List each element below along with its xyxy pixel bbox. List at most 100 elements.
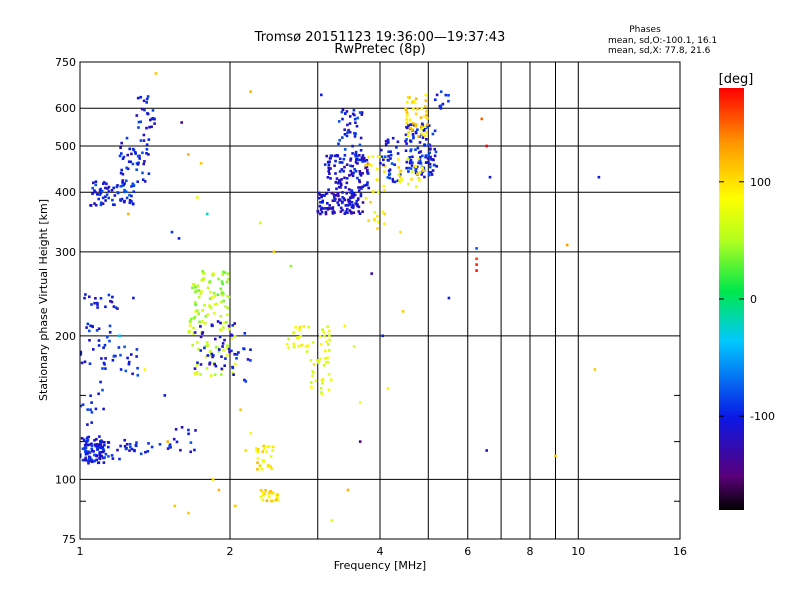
data-point bbox=[326, 208, 330, 211]
data-point bbox=[341, 208, 344, 212]
data-point bbox=[88, 451, 92, 454]
data-point bbox=[145, 152, 148, 155]
data-point bbox=[138, 157, 141, 160]
data-point bbox=[447, 99, 450, 103]
data-point bbox=[341, 191, 344, 194]
data-point bbox=[365, 163, 368, 167]
data-point bbox=[593, 368, 597, 371]
data-point bbox=[118, 154, 122, 158]
data-point bbox=[429, 158, 432, 161]
data-point bbox=[350, 192, 354, 196]
data-point bbox=[338, 161, 342, 164]
data-point bbox=[223, 321, 227, 324]
data-point bbox=[267, 495, 271, 499]
data-point bbox=[94, 190, 97, 194]
data-point bbox=[90, 303, 93, 306]
data-point bbox=[427, 160, 430, 164]
data-point bbox=[131, 202, 135, 205]
data-point bbox=[321, 381, 324, 385]
data-point bbox=[325, 154, 328, 158]
data-point bbox=[339, 182, 343, 185]
data-point bbox=[90, 444, 94, 448]
data-point bbox=[239, 408, 242, 411]
data-point bbox=[101, 202, 105, 205]
data-point bbox=[418, 141, 422, 144]
data-point bbox=[131, 162, 135, 166]
data-point bbox=[326, 361, 330, 364]
data-point bbox=[429, 155, 432, 159]
data-point bbox=[391, 180, 395, 183]
data-point bbox=[104, 452, 108, 456]
data-point bbox=[431, 132, 435, 136]
data-point bbox=[361, 154, 365, 157]
data-point bbox=[344, 112, 347, 115]
data-point bbox=[145, 143, 149, 146]
data-point bbox=[113, 194, 117, 197]
data-point bbox=[218, 328, 222, 332]
data-point bbox=[203, 272, 206, 275]
data-point bbox=[99, 446, 103, 450]
data-point bbox=[193, 367, 197, 370]
data-point bbox=[202, 278, 205, 282]
data-point bbox=[398, 175, 402, 179]
data-point bbox=[337, 179, 341, 182]
data-point bbox=[194, 303, 197, 307]
data-point bbox=[347, 188, 351, 191]
data-point bbox=[99, 203, 103, 207]
data-point bbox=[120, 152, 123, 155]
data-point bbox=[204, 355, 208, 359]
data-point bbox=[110, 454, 114, 457]
data-point bbox=[298, 328, 301, 331]
data-point bbox=[406, 114, 409, 117]
data-point bbox=[414, 97, 418, 101]
data-point bbox=[356, 162, 359, 165]
data-point bbox=[329, 156, 332, 160]
data-point bbox=[359, 136, 363, 140]
data-point bbox=[225, 280, 229, 284]
data-point bbox=[331, 212, 335, 215]
data-point bbox=[407, 124, 410, 127]
data-point bbox=[322, 364, 326, 367]
data-point bbox=[365, 165, 369, 169]
data-point bbox=[404, 107, 407, 111]
data-point bbox=[199, 335, 203, 339]
data-point bbox=[413, 101, 417, 104]
data-point bbox=[121, 179, 125, 182]
data-point bbox=[428, 151, 431, 154]
data-point bbox=[192, 326, 195, 330]
data-point bbox=[334, 194, 338, 197]
data-point bbox=[377, 190, 380, 194]
data-point bbox=[426, 157, 430, 160]
data-point bbox=[221, 292, 225, 295]
data-point bbox=[348, 200, 351, 203]
data-point bbox=[141, 178, 145, 181]
data-point bbox=[102, 448, 105, 451]
data-point bbox=[123, 438, 126, 442]
data-point bbox=[320, 211, 324, 214]
data-point bbox=[142, 99, 146, 103]
data-point bbox=[86, 459, 89, 463]
data-point bbox=[328, 334, 331, 337]
data-point bbox=[93, 439, 96, 442]
data-point bbox=[95, 454, 99, 458]
data-point bbox=[354, 152, 358, 155]
data-point bbox=[89, 408, 92, 411]
data-point bbox=[231, 371, 235, 375]
data-point bbox=[415, 124, 418, 127]
data-point bbox=[358, 143, 362, 147]
data-point bbox=[409, 167, 413, 170]
data-point bbox=[200, 290, 203, 293]
data-point bbox=[422, 169, 425, 172]
data-point bbox=[409, 148, 413, 151]
data-point bbox=[300, 343, 303, 347]
data-point bbox=[86, 439, 90, 442]
data-point bbox=[201, 309, 204, 312]
y-tick-label: 400 bbox=[55, 186, 76, 199]
data-point bbox=[115, 185, 119, 189]
data-point bbox=[135, 114, 139, 117]
data-point bbox=[321, 201, 324, 204]
data-point bbox=[195, 363, 199, 367]
colorbar-tick-label: -100 bbox=[750, 410, 775, 423]
data-point bbox=[406, 126, 409, 130]
